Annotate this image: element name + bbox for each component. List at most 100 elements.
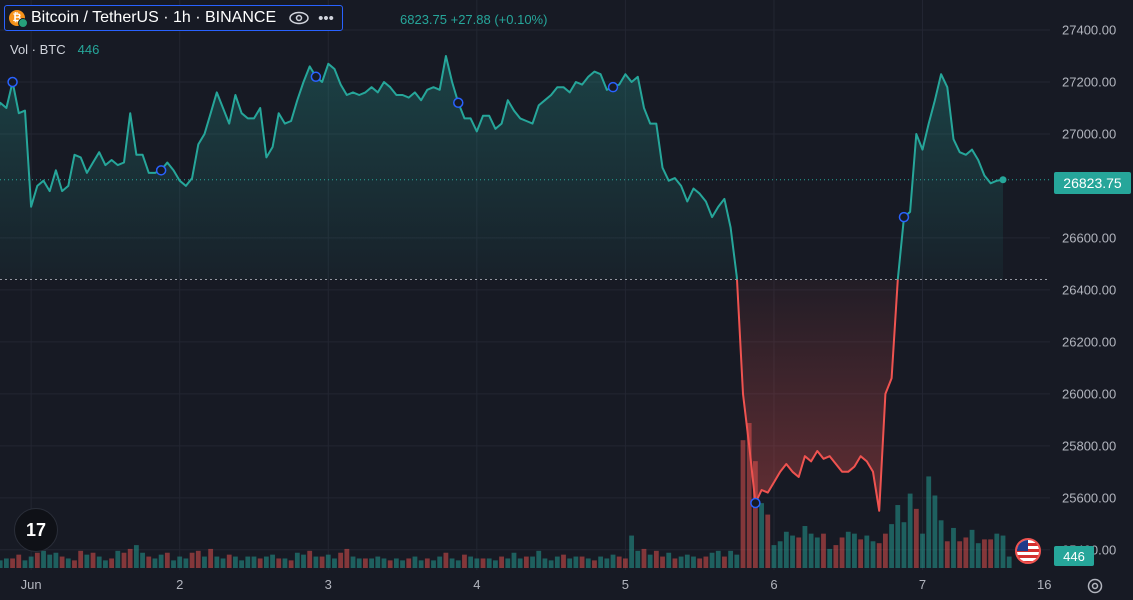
volume-bar [146, 556, 152, 568]
volume-bar [28, 556, 34, 568]
volume-bar [530, 556, 535, 568]
volume-bar [474, 558, 480, 568]
us-flag-icon[interactable] [1015, 538, 1041, 564]
volume-bar [592, 560, 597, 568]
volume-bar [938, 520, 944, 568]
price-axis-label: 26000.00 [1062, 386, 1117, 402]
volume-bar [443, 552, 449, 568]
volume-bar [505, 558, 511, 568]
volume-bar [332, 558, 337, 568]
volume-bar [808, 533, 814, 568]
volume-bar [821, 533, 826, 568]
volume-bar [920, 533, 925, 568]
volume-bar [765, 514, 771, 568]
volume-bar [567, 558, 573, 568]
volume-bar [152, 558, 158, 568]
area-fill-down [736, 279, 898, 511]
volume-bar [734, 554, 740, 568]
eye-icon[interactable] [288, 11, 310, 25]
volume-bar [350, 556, 356, 568]
volume-bar [59, 556, 65, 568]
price-axis-label: 25800.00 [1062, 438, 1117, 454]
volume-bar [245, 556, 251, 568]
volume-bar [913, 508, 919, 568]
volume-bar [53, 552, 59, 568]
volume-legend: Vol · BTC 446 [10, 42, 99, 57]
volume-bar [270, 554, 275, 568]
event-marker [310, 71, 322, 83]
volume-bar [90, 552, 96, 568]
volume-bar [319, 556, 325, 568]
volume-bar [171, 560, 176, 568]
volume-bar [195, 550, 201, 568]
event-marker [898, 211, 910, 223]
event-marker [155, 165, 167, 176]
volume-bar [72, 560, 77, 568]
volume-bar [635, 550, 641, 568]
volume-bar [214, 556, 220, 568]
last-price-dot [999, 176, 1007, 184]
volume-bar [833, 545, 839, 568]
volume-bar [78, 550, 84, 568]
volume-bar [660, 556, 665, 568]
volume-bar [133, 545, 139, 568]
volume-bar [895, 505, 901, 568]
volume-bar [882, 533, 888, 568]
volume-bar [901, 522, 907, 568]
volume-bar [1006, 556, 1012, 568]
volume-bar [616, 556, 622, 568]
volume-bar [678, 556, 684, 568]
more-options-icon[interactable]: ••• [318, 9, 334, 27]
event-marker [453, 97, 464, 109]
volume-bar [573, 556, 579, 568]
volume-bar [307, 550, 313, 568]
time-axis-label: 3 [324, 577, 332, 592]
volume-bar [975, 543, 981, 568]
volume-bar [746, 423, 752, 568]
volume-bar [672, 558, 678, 568]
volume-bar [641, 548, 647, 568]
volume-bar [455, 560, 461, 568]
volume-bar [0, 560, 3, 568]
volume-bar [313, 556, 319, 568]
volume-bar [517, 558, 523, 568]
price-axis-label: 27200.00 [1062, 74, 1117, 90]
volume-bar [523, 556, 529, 568]
volume-bar [356, 558, 362, 568]
symbol-legend[interactable]: ₿ Bitcoin / TetherUS · 1h · BINANCE ••• [4, 5, 343, 31]
volume-bar [802, 526, 808, 568]
price-axis-label: 27000.00 [1062, 126, 1117, 142]
volume-bar [951, 527, 956, 568]
volume-bar [239, 560, 245, 568]
price-axis-label: 26600.00 [1062, 230, 1117, 246]
volume-bar [220, 558, 226, 568]
volume-bar [554, 556, 560, 568]
price-axis-label: 25600.00 [1062, 490, 1117, 506]
volume-bar [325, 554, 331, 568]
volume-bar [610, 554, 616, 568]
area-fill-up [897, 74, 1003, 280]
volume-tag: 446 [1054, 546, 1094, 566]
volume-bar [233, 556, 238, 568]
volume-bar [703, 556, 709, 568]
price-axis-label: 27400.00 [1062, 22, 1117, 38]
event-marker [750, 497, 761, 509]
time-axis-label: Jun [20, 577, 42, 592]
volume-bar [715, 550, 721, 568]
volume-bar [827, 548, 833, 568]
price-line-down [736, 279, 899, 512]
last-price-tag: 26823.75 [1054, 172, 1131, 194]
volume-bar [121, 552, 127, 568]
volume-bar [263, 556, 269, 568]
volume-bar [728, 550, 734, 568]
tradingview-logo-icon[interactable]: 17 [14, 508, 58, 552]
volume-label: Vol · BTC [10, 42, 66, 57]
volume-bar [957, 541, 963, 568]
settings-gear-icon[interactable] [1086, 577, 1104, 595]
volume-bar [480, 558, 486, 568]
volume-bar [10, 558, 15, 568]
time-axis-label: 4 [473, 577, 481, 592]
volume-bar [988, 539, 994, 568]
volume-bar [647, 554, 653, 568]
